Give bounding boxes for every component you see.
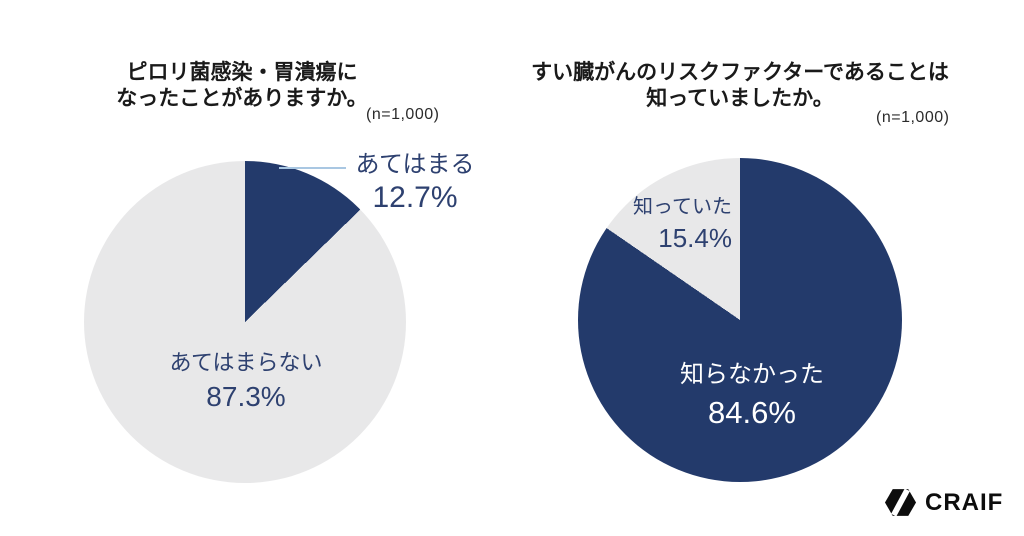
- segment-label-atehamaranai: あてはまらない: [169, 350, 323, 375]
- chart-title-right-line1: すい臓がんのリスクファクターであることは: [531, 61, 949, 84]
- segment-value-shiranakatta: 84.6%: [708, 395, 796, 430]
- chart-title-left: ピロリ菌感染・胃潰瘍に なったことがありますか。: [97, 60, 387, 112]
- pie-left-callout-label: あてはまる 12.7%: [345, 150, 485, 215]
- pie-chart-left-panel: ピロリ菌感染・胃潰瘍に なったことがありますか。 (n=1,000) あてはまる…: [84, 60, 485, 483]
- pie-right: [578, 158, 902, 482]
- sample-size-right: (n=1,000): [876, 109, 950, 126]
- chart-title-left-line1: ピロリ菌感染・胃潰瘍に: [126, 61, 358, 84]
- callout-leader-line: [279, 167, 346, 169]
- segment-label-shiranakatta: 知らなかった: [680, 361, 824, 388]
- craif-hexagon-logo-icon: [884, 486, 917, 519]
- sample-size-left: (n=1,000): [366, 106, 440, 123]
- chart-title-right-line2: 知っていましたか。: [646, 87, 834, 110]
- segment-label-atehamaru: あてはまる: [355, 151, 475, 178]
- pie-chart-right-panel: すい臓がんのリスクファクターであることは 知っていましたか。 (n=1,000)…: [512, 0, 1024, 536]
- segment-label-shitteita: 知っていた: [633, 196, 732, 218]
- segment-value-atehamaranai: 87.3%: [206, 381, 286, 412]
- pie-right-gray-label: 知っていた 15.4%: [592, 194, 732, 254]
- craif-logo-text: CRAIF: [925, 488, 1004, 516]
- chart-title-left-line2: なったことがありますか。: [116, 87, 368, 110]
- pie-left-inner-label: あてはまらない 87.3%: [146, 349, 346, 414]
- segment-value-shitteita: 15.4%: [658, 223, 732, 253]
- segment-value-atehamaru: 12.7%: [372, 181, 458, 214]
- pie-left: [84, 161, 406, 483]
- pie-right-navy-label: 知らなかった 84.6%: [652, 360, 852, 431]
- craif-logo: CRAIF: [884, 486, 1003, 519]
- chart-title-right: すい臓がんのリスクファクターであることは 知っていましたか。: [520, 60, 960, 112]
